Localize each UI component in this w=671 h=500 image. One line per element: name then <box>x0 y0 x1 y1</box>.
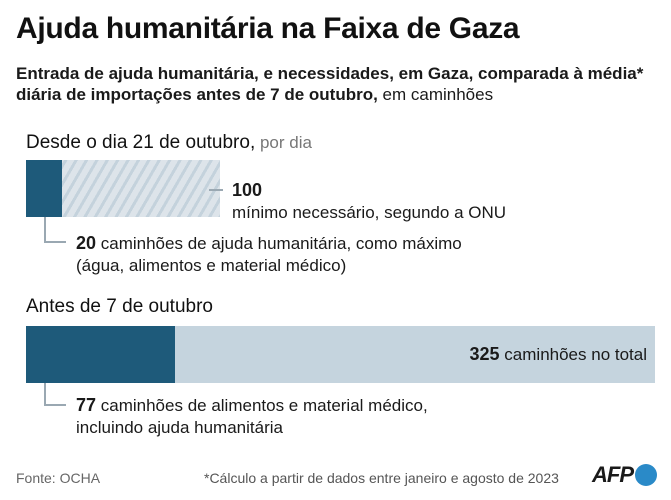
section-1-title: Desde o dia 21 de outubro, por dia <box>26 132 312 154</box>
food-value: 77 <box>76 395 97 415</box>
bar-food-medical-trucks <box>26 326 175 383</box>
logo-dot-icon <box>635 464 657 486</box>
bar-max-aid-trucks <box>26 160 62 217</box>
food-connector-vertical <box>44 383 46 405</box>
section-1-label: Desde o dia 21 de outubro, <box>26 132 256 153</box>
chart-title: Ajuda humanitária na Faixa de Gaza <box>16 12 520 45</box>
subtitle-bold: Entrada de ajuda humanitária, e necessid… <box>16 64 644 104</box>
max-aid-text: caminhões de ajuda humanitária, como máx… <box>76 234 462 275</box>
max-aid-value: 20 <box>76 233 97 253</box>
total-value: 325 <box>469 344 500 364</box>
logo-text: AFP <box>592 462 634 487</box>
source-note: Fonte: OCHA <box>16 470 101 486</box>
section-1-unit: por dia <box>255 133 312 152</box>
subtitle-unit: em caminhões <box>377 85 494 104</box>
needed-connector <box>209 189 223 191</box>
needed-value: 100 <box>232 180 263 200</box>
footnote: *Cálculo a partir de dados entre janeiro… <box>204 470 559 486</box>
chart-subtitle: Entrada de ajuda humanitária, e necessid… <box>16 63 656 105</box>
total-text: caminhões no total <box>499 345 647 364</box>
needed-label: 100 mínimo necessário, segundo a ONU <box>232 179 506 224</box>
food-text: caminhões de alimentos e material médico… <box>76 396 428 437</box>
food-connector-horizontal <box>44 404 66 406</box>
total-label: 325 caminhões no total <box>470 344 647 365</box>
section-2-title: Antes de 7 de outubro <box>26 296 213 317</box>
food-label: 77 caminhões de alimentos e material méd… <box>76 394 456 439</box>
max-connector-vertical <box>44 217 46 242</box>
max-connector-horizontal <box>44 241 66 243</box>
needed-text: mínimo necessário, segundo a ONU <box>232 203 507 222</box>
afp-logo: AFP <box>592 462 657 488</box>
max-aid-label: 20 caminhões de ajuda humanitária, como … <box>76 232 496 277</box>
